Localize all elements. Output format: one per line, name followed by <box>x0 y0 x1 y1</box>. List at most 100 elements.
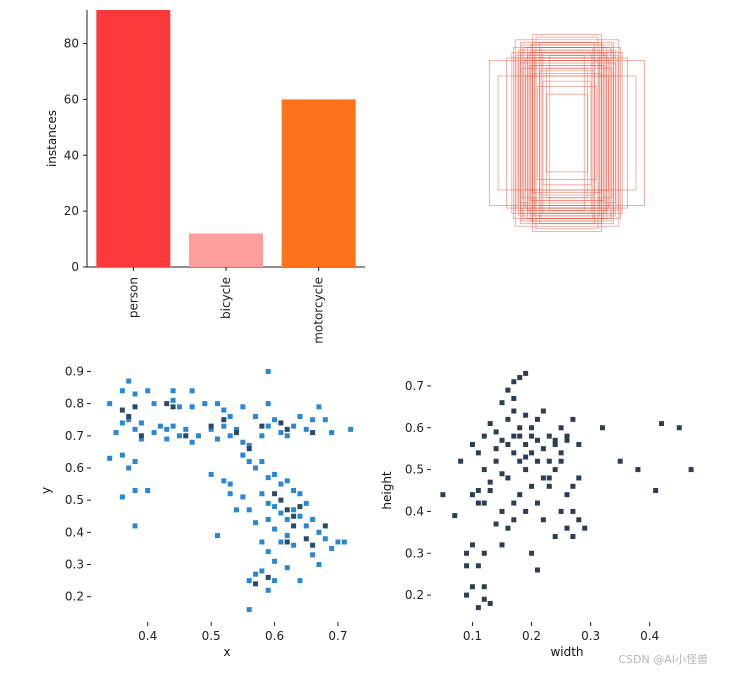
scatter-point <box>221 407 227 413</box>
scatter-point <box>253 465 259 471</box>
scatter-point <box>253 571 259 577</box>
scatter-point <box>564 525 570 531</box>
scatter-point <box>265 475 271 481</box>
scatter-point <box>576 441 582 447</box>
scatter-point <box>253 520 259 526</box>
scatter-point <box>132 488 138 493</box>
scatter-point <box>475 500 481 506</box>
scatter-point <box>145 488 151 493</box>
scatter-point <box>214 401 220 407</box>
scatter-point <box>499 471 505 477</box>
label-box <box>488 60 646 206</box>
scatter-point <box>558 508 564 514</box>
scatter-point <box>529 425 535 431</box>
scatter-point <box>511 450 517 456</box>
scatter-point <box>517 375 523 381</box>
scatter-point <box>493 458 499 464</box>
scatter-point <box>113 430 119 436</box>
scatter-point <box>265 574 271 580</box>
scatter-point <box>335 539 341 545</box>
scatter-point <box>511 395 517 401</box>
scatter-point <box>564 437 570 443</box>
scatter-point <box>272 471 278 477</box>
label-box <box>532 34 602 232</box>
x-tick-label: bicycle <box>219 277 233 319</box>
scatter-point <box>552 441 558 447</box>
scatter-point <box>132 426 138 432</box>
xy-scatter-panel: 0.4 0.5 0.6 0.7 0.2 0.3 0.4 0.5 0.6 0.7 0.8 0.9 x y <box>39 364 354 659</box>
scatter-point <box>284 507 290 513</box>
scatter-point <box>487 479 493 485</box>
scatter-point <box>170 404 176 410</box>
y-tick-label: 0.2 <box>405 588 424 602</box>
scatter-point <box>297 491 303 497</box>
scatter-point <box>552 534 558 540</box>
bar-person <box>96 10 171 267</box>
x-tick-label: person <box>126 277 140 318</box>
x-axis-label: x <box>223 645 230 659</box>
scatter-point <box>284 426 290 432</box>
scatter-point <box>523 412 529 418</box>
scatter-point <box>511 379 517 385</box>
scatter-point <box>291 513 297 519</box>
watermark: CSDN @AI小怪兽 <box>618 653 708 666</box>
scatter-point <box>505 387 511 393</box>
scatter-point <box>107 401 113 407</box>
scatter-point <box>164 436 170 442</box>
scatter-point <box>534 458 540 464</box>
scatter-point <box>291 423 297 429</box>
scatter-point <box>517 425 523 431</box>
x-tick-label: 0.6 <box>265 629 284 643</box>
scatter-point <box>493 429 499 435</box>
scatter-point <box>481 596 487 602</box>
scatter-point <box>151 430 157 436</box>
scatter-point <box>475 450 481 456</box>
label-box <box>535 60 599 206</box>
scatter-point <box>540 475 546 481</box>
scatter-point <box>291 507 297 513</box>
scatter-point <box>214 436 220 442</box>
scatter-point <box>564 492 570 498</box>
scatter-point <box>126 465 132 471</box>
scatter-point <box>505 525 511 531</box>
scatter-point <box>487 488 493 493</box>
scatter-point <box>310 552 316 558</box>
scatter-point <box>534 567 540 573</box>
scatter-point <box>341 539 347 545</box>
scatter-point <box>157 423 163 429</box>
label-box <box>513 47 621 219</box>
scatter-point <box>493 521 499 527</box>
scatter-point <box>183 426 189 432</box>
scatter-point <box>265 587 271 593</box>
scatter-point <box>265 516 271 522</box>
scatter-point <box>119 494 125 500</box>
scatter-point <box>170 397 176 403</box>
scatter-point <box>265 401 271 407</box>
scatter-point <box>132 391 138 397</box>
label-box <box>511 52 623 214</box>
scatter-point <box>529 450 535 456</box>
scatter-point <box>259 491 265 497</box>
scatter-point <box>493 446 499 452</box>
scatter-point <box>617 458 623 464</box>
scatter-point <box>481 433 487 439</box>
scatter-point <box>227 491 233 497</box>
label-box <box>530 44 604 222</box>
scatter-point <box>599 425 605 431</box>
scatter-point <box>517 492 523 498</box>
bar-bicycle <box>189 233 263 267</box>
scatter-point <box>310 417 316 423</box>
scatter-point <box>246 446 252 452</box>
scatter-point <box>529 433 535 439</box>
scatter-point <box>558 458 564 464</box>
scatter-point <box>534 416 540 422</box>
x-tick-label: 0.4 <box>138 629 157 643</box>
scatter-point <box>540 446 546 452</box>
scatter-point <box>469 542 475 548</box>
scatter-point <box>170 423 176 429</box>
y-tick-label: 0.8 <box>65 397 84 411</box>
scatter-point <box>208 471 214 477</box>
scatter-point <box>469 492 475 498</box>
scatter-point <box>240 404 246 410</box>
scatter-point <box>517 458 523 464</box>
